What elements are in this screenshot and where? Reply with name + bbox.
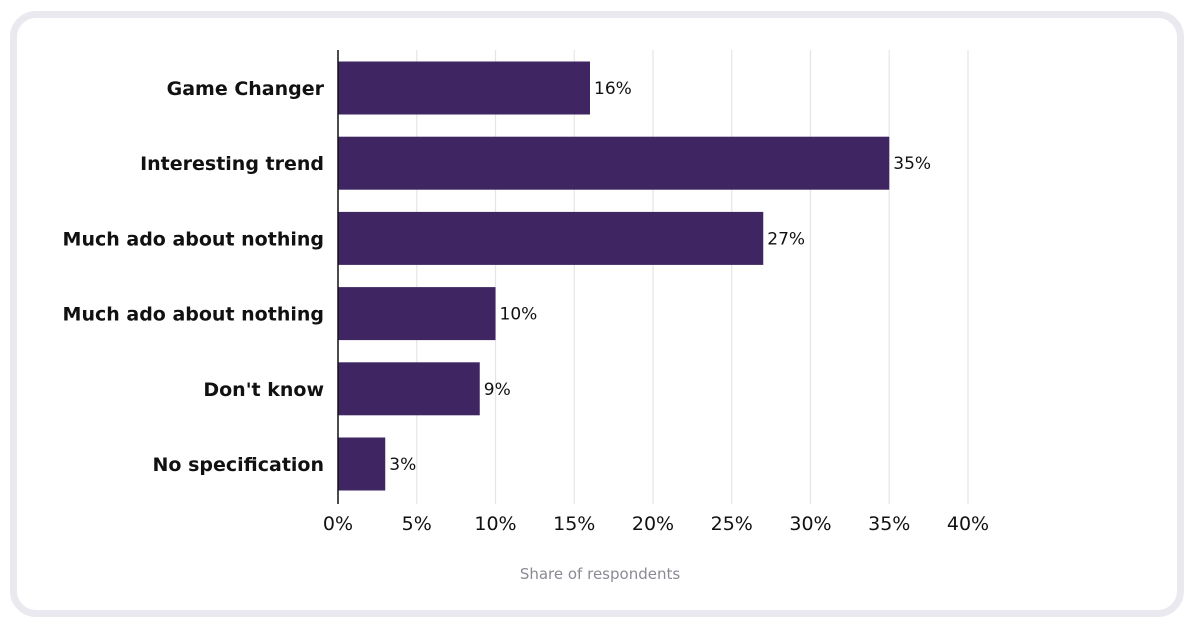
x-tick-label: 15% <box>553 513 595 535</box>
bar <box>338 362 480 416</box>
gridlines <box>416 50 969 504</box>
x-tick-label: 0% <box>323 513 353 535</box>
category-label: Game Changer <box>167 78 325 100</box>
value-label: 3% <box>389 455 416 475</box>
x-tick-label: 30% <box>789 513 831 535</box>
category-label: Don't know <box>203 379 324 401</box>
x-axis-title: Share of respondents <box>520 565 681 583</box>
bar <box>338 136 890 190</box>
category-label: Interesting trend <box>140 153 324 175</box>
x-tick-label: 5% <box>402 513 432 535</box>
chart-card <box>10 11 1184 617</box>
x-tick-labels: 0% 5% 10% 15% 20% 25% 30% 35% 40% <box>323 513 989 535</box>
category-label: Much ado about nothing <box>63 304 324 326</box>
value-label: 27% <box>767 229 805 249</box>
category-label: Much ado about nothing <box>63 228 324 250</box>
bar <box>338 61 590 115</box>
bar <box>338 287 496 341</box>
value-labels: 16% 35% 27% 10% 9% 3% <box>389 79 931 475</box>
category-label: No specification <box>153 454 324 476</box>
value-label: 9% <box>484 380 511 400</box>
x-tick-label: 35% <box>868 513 910 535</box>
category-labels: Game Changer Interesting trend Much ado ab… <box>63 78 325 476</box>
value-label: 16% <box>594 79 632 99</box>
x-tick-label: 25% <box>711 513 753 535</box>
value-label: 10% <box>500 305 538 325</box>
bars <box>338 61 890 491</box>
bar <box>338 437 386 491</box>
x-tick-label: 40% <box>947 513 989 535</box>
x-tick-label: 20% <box>632 513 674 535</box>
value-label: 35% <box>893 154 931 174</box>
x-tick-label: 10% <box>474 513 516 535</box>
bar <box>338 211 764 265</box>
